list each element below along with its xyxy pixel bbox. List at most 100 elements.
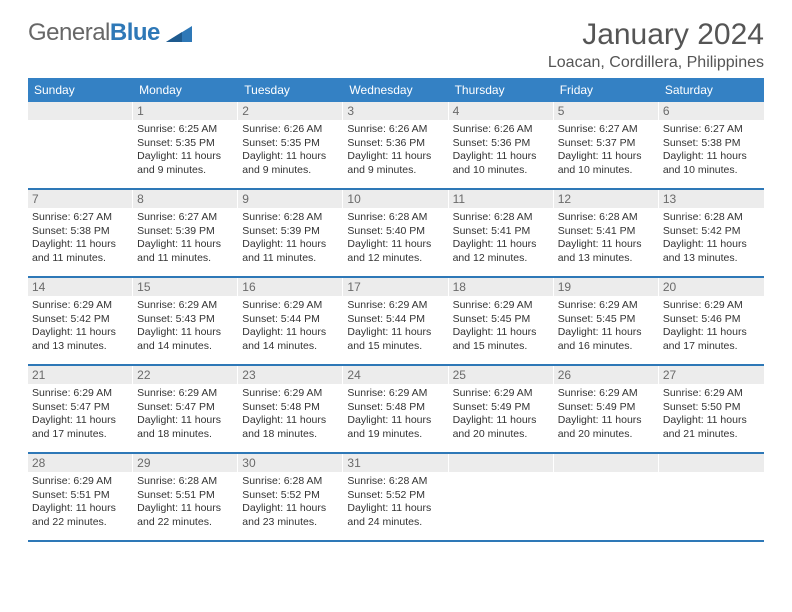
sunrise-text: Sunrise: 6:27 AM <box>663 123 760 137</box>
sunrise-text: Sunrise: 6:29 AM <box>558 387 655 401</box>
day-number: 24 <box>343 366 448 384</box>
daylight-text: Daylight: 11 hours and 9 minutes. <box>137 150 234 177</box>
sunrise-text: Sunrise: 6:28 AM <box>663 211 760 225</box>
sunset-text: Sunset: 5:36 PM <box>347 137 444 151</box>
day-number: 29 <box>133 454 238 472</box>
month-title: January 2024 <box>548 18 764 52</box>
sunset-text: Sunset: 5:45 PM <box>558 313 655 327</box>
sunrise-text: Sunrise: 6:29 AM <box>137 387 234 401</box>
day-number: 27 <box>659 366 764 384</box>
day-number: 16 <box>238 278 343 296</box>
daylight-text: Daylight: 11 hours and 13 minutes. <box>558 238 655 265</box>
day-number: . <box>449 454 554 472</box>
day-cell: 6Sunrise: 6:27 AMSunset: 5:38 PMDaylight… <box>659 102 764 188</box>
day-cell: 1Sunrise: 6:25 AMSunset: 5:35 PMDaylight… <box>133 102 238 188</box>
weekday-header: Sunday Monday Tuesday Wednesday Thursday… <box>28 78 764 102</box>
day-cell: 7Sunrise: 6:27 AMSunset: 5:38 PMDaylight… <box>28 190 133 276</box>
day-body: Sunrise: 6:29 AMSunset: 5:48 PMDaylight:… <box>347 387 444 442</box>
day-body: Sunrise: 6:28 AMSunset: 5:41 PMDaylight:… <box>558 211 655 266</box>
sunrise-text: Sunrise: 6:26 AM <box>347 123 444 137</box>
daylight-text: Daylight: 11 hours and 24 minutes. <box>347 502 444 529</box>
day-cell: 8Sunrise: 6:27 AMSunset: 5:39 PMDaylight… <box>133 190 238 276</box>
sunrise-text: Sunrise: 6:26 AM <box>242 123 339 137</box>
sunset-text: Sunset: 5:52 PM <box>347 489 444 503</box>
day-body: Sunrise: 6:28 AMSunset: 5:41 PMDaylight:… <box>453 211 550 266</box>
day-cell: 27Sunrise: 6:29 AMSunset: 5:50 PMDayligh… <box>659 366 764 452</box>
day-number: 13 <box>659 190 764 208</box>
sunset-text: Sunset: 5:51 PM <box>32 489 129 503</box>
day-cell: 3Sunrise: 6:26 AMSunset: 5:36 PMDaylight… <box>343 102 448 188</box>
sunset-text: Sunset: 5:42 PM <box>663 225 760 239</box>
weekday-label: Tuesday <box>238 78 343 102</box>
sunrise-text: Sunrise: 6:27 AM <box>137 211 234 225</box>
day-number: 25 <box>449 366 554 384</box>
day-body: Sunrise: 6:27 AMSunset: 5:38 PMDaylight:… <box>32 211 129 266</box>
daylight-text: Daylight: 11 hours and 13 minutes. <box>32 326 129 353</box>
day-cell: 25Sunrise: 6:29 AMSunset: 5:49 PMDayligh… <box>449 366 554 452</box>
sunset-text: Sunset: 5:41 PM <box>453 225 550 239</box>
day-body: Sunrise: 6:29 AMSunset: 5:47 PMDaylight:… <box>32 387 129 442</box>
logo-part1: General <box>28 19 110 46</box>
day-cell: . <box>449 454 554 540</box>
day-number: . <box>659 454 764 472</box>
sunset-text: Sunset: 5:47 PM <box>32 401 129 415</box>
sunset-text: Sunset: 5:35 PM <box>137 137 234 151</box>
sunset-text: Sunset: 5:43 PM <box>137 313 234 327</box>
sunset-text: Sunset: 5:44 PM <box>242 313 339 327</box>
sunset-text: Sunset: 5:52 PM <box>242 489 339 503</box>
logo-part2: Blue <box>110 19 160 46</box>
sunrise-text: Sunrise: 6:29 AM <box>453 387 550 401</box>
day-number: 19 <box>554 278 659 296</box>
logo-text: GeneralBlue <box>28 19 160 47</box>
day-cell: 18 Sunrise: 6:29 AMSunset: 5:45 PMDayligh… <box>449 278 554 364</box>
sunset-text: Sunset: 5:39 PM <box>137 225 234 239</box>
sunrise-text: Sunrise: 6:29 AM <box>137 299 234 313</box>
day-body: Sunrise: 6:29 AMSunset: 5:45 PMDaylight:… <box>453 299 550 354</box>
day-number: 28 <box>28 454 133 472</box>
daylight-text: Daylight: 11 hours and 14 minutes. <box>137 326 234 353</box>
day-body: Sunrise: 6:26 AMSunset: 5:36 PMDaylight:… <box>453 123 550 178</box>
sunset-text: Sunset: 5:47 PM <box>137 401 234 415</box>
sunset-text: Sunset: 5:36 PM <box>453 137 550 151</box>
weeks-container: .1Sunrise: 6:25 AMSunset: 5:35 PMDayligh… <box>28 102 764 542</box>
day-body: Sunrise: 6:29 AMSunset: 5:51 PMDaylight:… <box>32 475 129 530</box>
day-cell: 28 Sunrise: 6:29 AMSunset: 5:51 PMDayligh… <box>28 454 133 540</box>
sunrise-text: Sunrise: 6:28 AM <box>453 211 550 225</box>
day-body: Sunrise: 6:29 AMSunset: 5:43 PMDaylight:… <box>137 299 234 354</box>
day-number: 18 <box>449 278 554 296</box>
daylight-text: Daylight: 11 hours and 20 minutes. <box>558 414 655 441</box>
sunrise-text: Sunrise: 6:29 AM <box>558 299 655 313</box>
weekday-label: Wednesday <box>343 78 448 102</box>
daylight-text: Daylight: 11 hours and 11 minutes. <box>137 238 234 265</box>
day-number: 6 <box>659 102 764 120</box>
day-cell: 23Sunrise: 6:29 AMSunset: 5:48 PMDayligh… <box>238 366 343 452</box>
day-cell: 10Sunrise: 6:28 AMSunset: 5:40 PMDayligh… <box>343 190 448 276</box>
location-subtitle: Loacan, Cordillera, Philippines <box>548 54 764 72</box>
sunset-text: Sunset: 5:38 PM <box>32 225 129 239</box>
sunrise-text: Sunrise: 6:29 AM <box>242 387 339 401</box>
day-body: Sunrise: 6:29 AMSunset: 5:42 PMDaylight:… <box>32 299 129 354</box>
day-body: Sunrise: 6:28 AMSunset: 5:42 PMDaylight:… <box>663 211 760 266</box>
sunrise-text: Sunrise: 6:27 AM <box>32 211 129 225</box>
day-number: 20 <box>659 278 764 296</box>
sunrise-text: Sunrise: 6:29 AM <box>32 387 129 401</box>
sunrise-text: Sunrise: 6:28 AM <box>347 475 444 489</box>
day-body: Sunrise: 6:28 AMSunset: 5:51 PMDaylight:… <box>137 475 234 530</box>
week-row: 21Sunrise: 6:29 AMSunset: 5:47 PMDayligh… <box>28 366 764 454</box>
day-number: 23 <box>238 366 343 384</box>
day-number: 12 <box>554 190 659 208</box>
daylight-text: Daylight: 11 hours and 11 minutes. <box>32 238 129 265</box>
sunrise-text: Sunrise: 6:27 AM <box>558 123 655 137</box>
day-number: . <box>28 102 133 120</box>
sunrise-text: Sunrise: 6:28 AM <box>242 211 339 225</box>
sunrise-text: Sunrise: 6:29 AM <box>32 475 129 489</box>
sunrise-text: Sunrise: 6:28 AM <box>347 211 444 225</box>
title-block: January 2024 Loacan, Cordillera, Philipp… <box>548 18 764 72</box>
week-row: 14Sunrise: 6:29 AMSunset: 5:42 PMDayligh… <box>28 278 764 366</box>
sunrise-text: Sunrise: 6:29 AM <box>663 299 760 313</box>
day-cell: 19Sunrise: 6:29 AMSunset: 5:45 PMDayligh… <box>554 278 659 364</box>
daylight-text: Daylight: 11 hours and 10 minutes. <box>453 150 550 177</box>
sunrise-text: Sunrise: 6:29 AM <box>242 299 339 313</box>
day-number: 3 <box>343 102 448 120</box>
day-number: 15 <box>133 278 238 296</box>
